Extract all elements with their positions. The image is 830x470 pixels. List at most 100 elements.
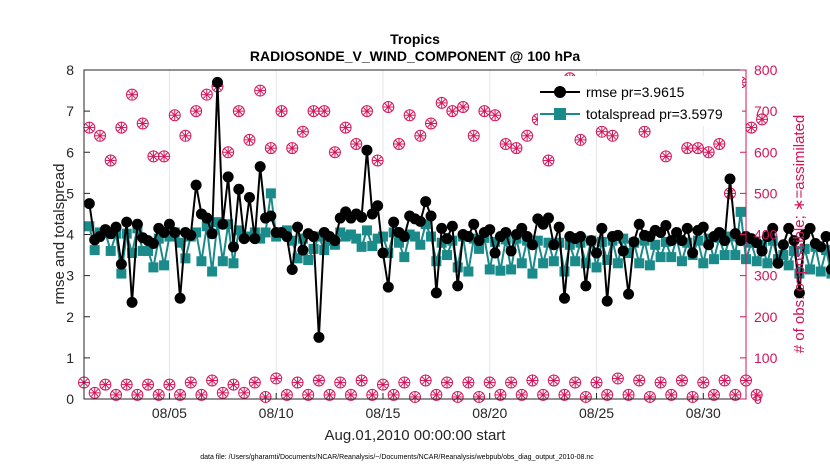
rmse-point bbox=[254, 161, 266, 173]
obs-assimilated-marker bbox=[223, 147, 234, 158]
obs-assimilated-marker bbox=[276, 106, 287, 117]
rmse-series bbox=[83, 76, 830, 343]
rmse-point bbox=[665, 235, 677, 247]
obs-circle bbox=[158, 150, 171, 163]
rmse-point bbox=[793, 287, 805, 299]
obs-assimilated-marker bbox=[169, 110, 180, 121]
obs-assimilated-marker bbox=[415, 130, 426, 141]
obs-possible-marker bbox=[590, 376, 603, 389]
rmse-point bbox=[761, 231, 773, 243]
obs-circle bbox=[248, 376, 261, 389]
y-axis-label: rmse and totalspread bbox=[51, 164, 68, 305]
y2-tick-label: 600 bbox=[754, 144, 778, 160]
totalspread-point bbox=[415, 239, 426, 250]
obs-possible-marker bbox=[179, 129, 192, 142]
obs-assimilated-marker bbox=[548, 375, 559, 386]
obs-star-stroke bbox=[229, 380, 238, 389]
obs-star-stroke bbox=[544, 156, 553, 165]
obs-assimilated-marker bbox=[175, 389, 186, 400]
totalspread-point bbox=[260, 227, 271, 238]
totalspread-point bbox=[377, 231, 388, 242]
obs-possible-marker bbox=[350, 138, 363, 151]
obs-star-stroke bbox=[549, 376, 558, 385]
obs-star-stroke bbox=[144, 380, 152, 389]
obs-assimilated-marker bbox=[335, 377, 346, 388]
obs-circle bbox=[638, 125, 651, 138]
rmse-point bbox=[211, 76, 223, 88]
obs-assimilated-marker bbox=[692, 143, 703, 154]
obs-circle bbox=[94, 129, 107, 142]
rmse-point bbox=[687, 247, 699, 259]
obs-circle bbox=[750, 388, 763, 401]
obs-star-stroke bbox=[304, 391, 313, 399]
obs-star-stroke bbox=[122, 380, 131, 389]
totalspread-point bbox=[719, 250, 730, 261]
rmse-point bbox=[788, 235, 800, 247]
obs-circle bbox=[280, 388, 293, 401]
obs-possible-marker bbox=[360, 105, 373, 118]
obs-assimilated-marker bbox=[495, 389, 506, 400]
obs-circle bbox=[606, 129, 619, 142]
obs-assimilated-marker bbox=[703, 147, 714, 158]
rmse-point bbox=[580, 280, 592, 292]
obs-assimilated-marker bbox=[191, 106, 202, 117]
obs-star-stroke bbox=[448, 107, 457, 115]
obs-assimilated-marker bbox=[559, 389, 570, 400]
rmse-point bbox=[724, 173, 736, 185]
obs-assimilated-marker bbox=[660, 151, 671, 162]
totalspread-point bbox=[495, 265, 506, 276]
obs-possible-marker bbox=[115, 121, 128, 134]
totalspread-point bbox=[127, 248, 138, 259]
obs-circle bbox=[729, 388, 742, 401]
obs-circle bbox=[168, 109, 181, 122]
totalspread-point bbox=[794, 268, 805, 279]
rmse-point bbox=[121, 216, 133, 228]
obs-circle bbox=[131, 388, 144, 401]
obs-star-stroke bbox=[758, 115, 766, 124]
totalspread-point bbox=[399, 252, 410, 263]
rmse-point bbox=[115, 258, 127, 270]
obs-possible-marker bbox=[675, 374, 688, 387]
totalspread-point bbox=[532, 235, 543, 246]
totalspread-point bbox=[682, 237, 693, 248]
obs-possible-marker bbox=[499, 138, 512, 151]
obs-star-stroke bbox=[576, 136, 585, 144]
chart-title: Tropics bbox=[390, 31, 440, 47]
totalspread-point bbox=[148, 262, 159, 273]
totalspread-point bbox=[650, 239, 661, 250]
rmse-point bbox=[521, 231, 533, 243]
obs-star-stroke bbox=[507, 378, 515, 387]
x-tick-label: 08/30 bbox=[686, 405, 721, 421]
obs-assimilated-marker bbox=[143, 379, 154, 390]
obs-star-stroke bbox=[315, 376, 323, 385]
obs-circle bbox=[254, 84, 267, 97]
rmse-point bbox=[356, 211, 368, 223]
obs-star-stroke bbox=[678, 376, 686, 385]
obs-assimilated-marker bbox=[324, 389, 335, 400]
legend-spread-label: totalspread pr=3.5979 bbox=[586, 106, 723, 122]
obs-circle bbox=[489, 109, 502, 122]
totalspread-point bbox=[452, 262, 463, 273]
obs-star-stroke bbox=[331, 148, 339, 157]
y2-tick-label: 200 bbox=[754, 309, 778, 325]
x-tick-label: 08/25 bbox=[579, 405, 614, 421]
obs-star-stroke bbox=[443, 378, 451, 387]
totalspread-point bbox=[666, 252, 677, 263]
obs-star-stroke bbox=[427, 119, 435, 128]
obs-assimilated-marker bbox=[698, 377, 709, 388]
totalspread-point bbox=[618, 233, 629, 244]
obs-circle bbox=[360, 105, 373, 118]
obs-circle bbox=[590, 376, 603, 389]
totalspread-point bbox=[703, 233, 714, 244]
totalspread-point bbox=[500, 234, 511, 245]
obs-assimilated-marker bbox=[730, 389, 741, 400]
obs-possible-marker bbox=[339, 121, 352, 134]
obs-circle bbox=[216, 386, 229, 399]
obs-circle bbox=[446, 105, 459, 118]
obs-star-stroke bbox=[138, 119, 147, 128]
rmse-point bbox=[671, 226, 683, 238]
y-tick-label: 7 bbox=[66, 103, 74, 119]
obs-star-stroke bbox=[128, 90, 136, 99]
totalspread-point bbox=[426, 231, 437, 242]
obs-assimilated-marker bbox=[639, 126, 650, 137]
